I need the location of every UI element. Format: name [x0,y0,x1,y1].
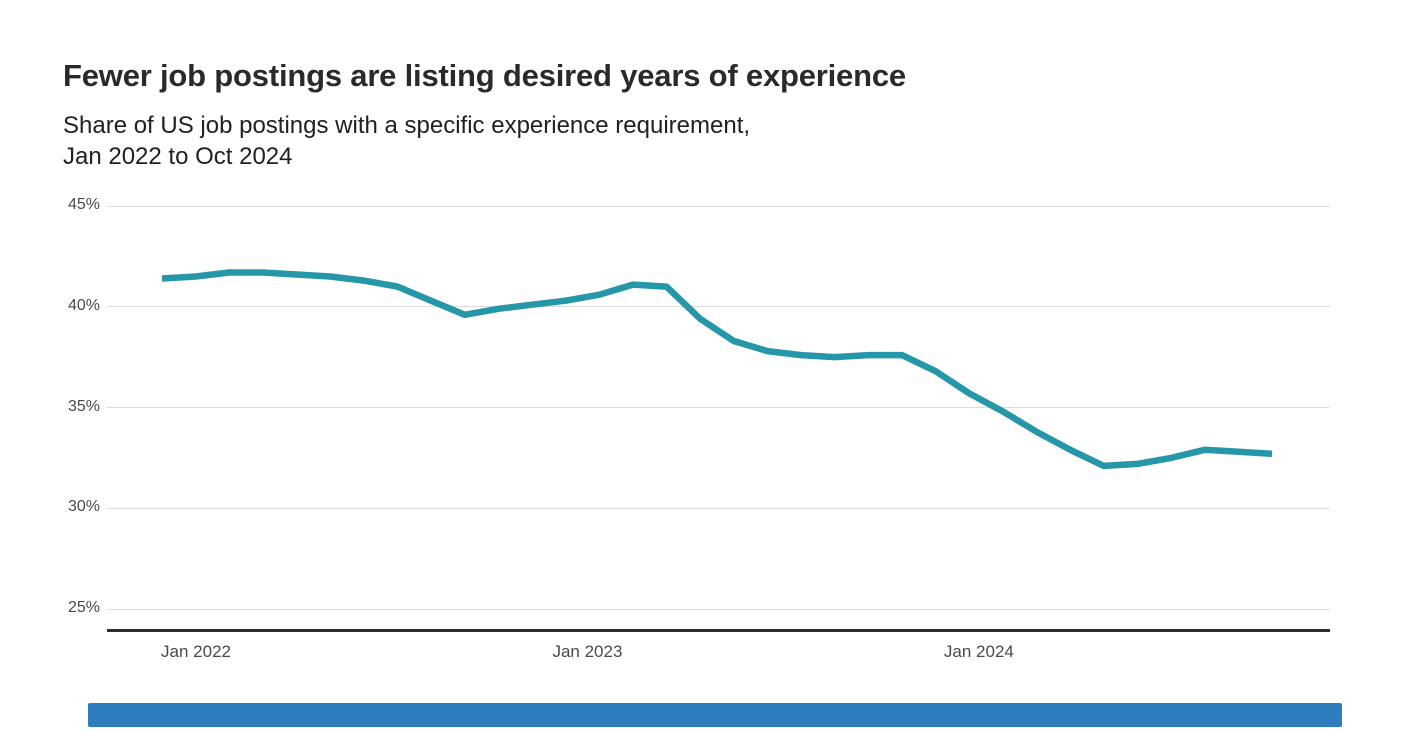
gridline [107,407,1330,408]
chart-subtitle: Share of US job postings with a specific… [63,112,751,170]
x-axis-tick-label: Jan 2024 [943,642,1014,661]
x-axis-line [107,629,1330,632]
gridline [107,507,1330,509]
gridline [107,205,1330,207]
gridline [107,608,1330,610]
chart-title: Fewer job postings are listing desired y… [63,58,906,93]
trend-line [161,269,1273,470]
x-axis-tick-label: Jan 2023 [552,642,623,661]
y-axis-tick-label: 35% [67,397,100,415]
y-axis-tick-label: 30% [67,498,100,516]
y-axis-tick-label: 45% [67,196,100,213]
y-axis-tick-label: 25% [67,599,100,616]
bottom-scrollbar[interactable] [88,703,1342,727]
x-axis-tick-label: Jan 2022 [161,642,231,661]
y-axis-tick-label: 40% [67,296,100,314]
gridline [107,306,1330,308]
